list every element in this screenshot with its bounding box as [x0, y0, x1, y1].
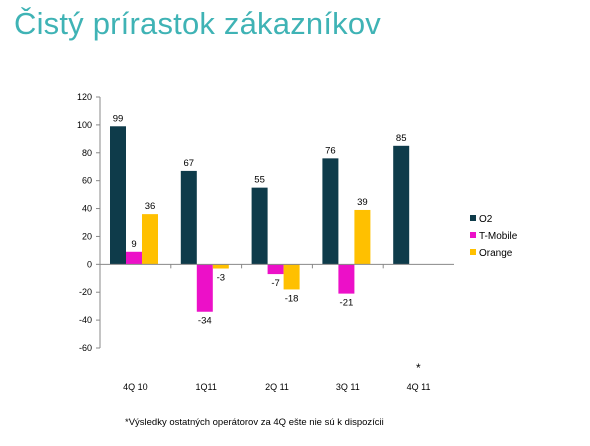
y-tick-label: 20 — [82, 231, 92, 241]
legend-label: O2 — [479, 214, 493, 225]
bar-o2 — [393, 145, 410, 265]
data-label: 39 — [357, 197, 368, 208]
x-tick-label: 1Q11 — [196, 382, 217, 392]
bar-orange — [354, 209, 371, 265]
x-tick-label: 4Q 11 — [407, 382, 431, 392]
bar-t-mobile — [196, 264, 213, 312]
x-axis: 4Q 10 1Q11 2Q 11 3Q 11 4Q 11 — [100, 263, 454, 392]
y-tick-label: -20 — [79, 287, 92, 297]
legend-swatch — [470, 249, 476, 255]
y-tick-label: 0 — [87, 259, 92, 269]
y-tick-label: -60 — [79, 343, 92, 353]
bar-t-mobile — [126, 251, 142, 265]
bar-orange — [142, 214, 158, 265]
data-label: 67 — [184, 158, 195, 169]
x-tick-label: 3Q 11 — [336, 382, 360, 392]
data-label: 55 — [254, 175, 265, 186]
legend-label: Orange — [479, 248, 513, 259]
legend-label: T-Mobile — [479, 231, 518, 242]
y-tick-label: 100 — [77, 120, 92, 130]
footnote: *Výsledky ostatných operátorov za 4Q ešt… — [125, 417, 384, 428]
legend-swatch — [470, 232, 476, 238]
data-label: -18 — [285, 293, 299, 304]
y-tick-label: 60 — [82, 176, 92, 186]
data-label: 85 — [396, 133, 407, 144]
bar-t-mobile — [267, 264, 284, 275]
legend: O2 T-Mobile Orange — [470, 214, 518, 259]
bar-orange — [283, 264, 300, 290]
data-label: -34 — [198, 316, 212, 327]
bar-o2 — [180, 170, 197, 265]
data-label: -21 — [340, 298, 354, 309]
x-tick-label: 2Q 11 — [265, 382, 289, 392]
y-tick-label: 80 — [82, 148, 92, 158]
y-axis: -60 -40 -20 0 20 40 60 80 100 120 — [77, 92, 101, 353]
data-label: 76 — [325, 145, 336, 156]
bar-o2 — [251, 187, 268, 265]
page-title: Čistý prírastok zákazníkov — [14, 6, 381, 41]
y-tick-label: 120 — [77, 92, 92, 102]
bar-o2 — [110, 126, 126, 265]
bar-o2 — [322, 158, 339, 265]
data-label: -7 — [271, 278, 279, 289]
x-tick-label: 4Q 10 — [123, 382, 148, 392]
y-tick-label: -40 — [79, 315, 92, 325]
asterisk-note-marker: * — [416, 361, 421, 375]
bar-t-mobile — [338, 264, 355, 294]
bar-orange — [212, 264, 229, 269]
bars — [110, 126, 410, 312]
data-label: 36 — [145, 201, 156, 212]
y-tick-label: 40 — [82, 204, 92, 214]
data-label: 99 — [113, 113, 124, 124]
legend-swatch — [470, 215, 476, 221]
data-label: 9 — [131, 239, 136, 250]
data-label: -3 — [217, 273, 225, 284]
